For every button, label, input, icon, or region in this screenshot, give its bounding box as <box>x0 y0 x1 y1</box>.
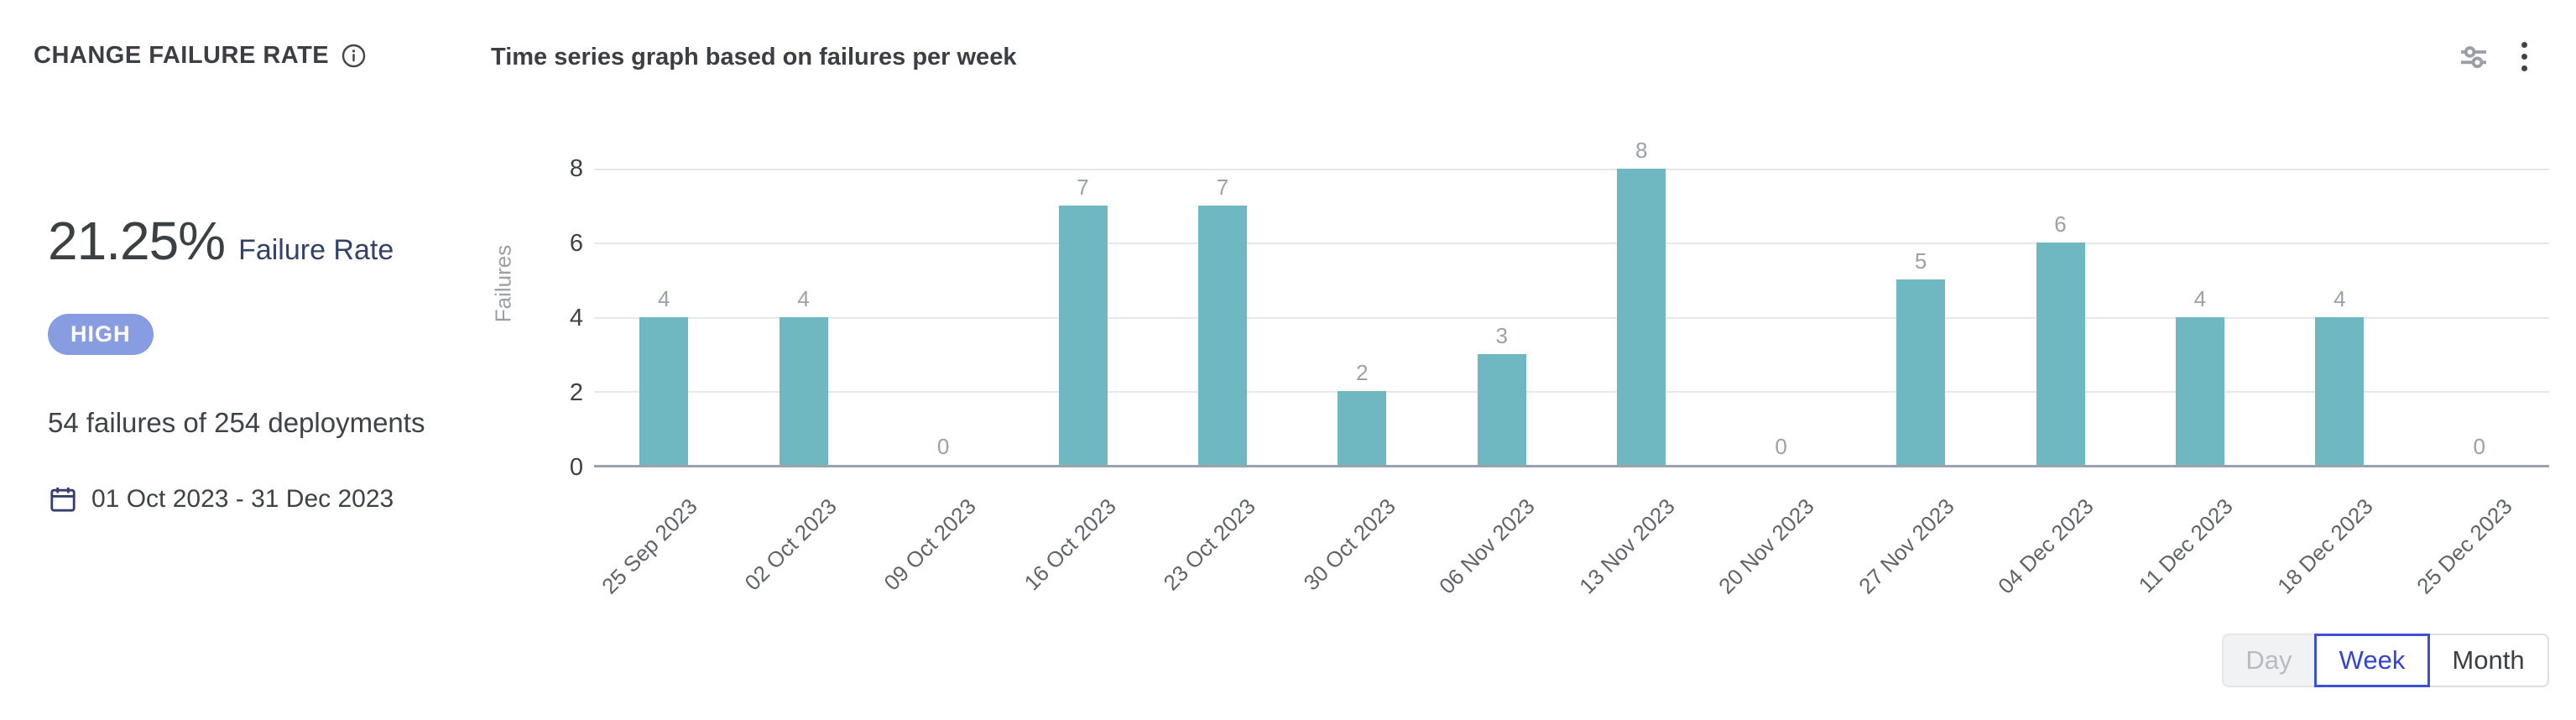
y-axis-tick: 8 <box>569 155 583 182</box>
day-toggle-button[interactable]: Day <box>2222 634 2316 687</box>
y-axis-tick: 2 <box>569 379 583 406</box>
stats-panel: 21.25% Failure Rate HIGH 54 failures of … <box>48 210 455 514</box>
x-axis-label: 23 Oct 2023 <box>1158 493 1261 596</box>
header-actions <box>2458 40 2529 73</box>
bar-value-label: 4 <box>797 285 810 311</box>
kebab-menu-icon[interactable] <box>2520 40 2529 73</box>
date-range-row[interactable]: 01 Oct 2023 - 31 Dec 2023 <box>48 484 455 514</box>
bar-value-label: 4 <box>2193 285 2207 311</box>
bar-value-label: 8 <box>1635 138 1648 163</box>
chart-bar[interactable] <box>2315 316 2365 465</box>
failure-rate-label: Failure Rate <box>238 234 394 266</box>
y-axis-tick: 0 <box>569 454 583 481</box>
gridline <box>594 390 2549 393</box>
chart-settings-sliders-icon[interactable] <box>2458 41 2490 73</box>
granularity-toggle: Day Week Month <box>2222 634 2549 687</box>
chart-bar[interactable] <box>1058 206 1108 465</box>
bar-value-label: 4 <box>657 285 670 311</box>
week-toggle-button[interactable]: Week <box>2314 634 2430 687</box>
bar-value-label: 0 <box>1775 434 1787 459</box>
panel-title: CHANGE FAILURE RATE <box>34 42 330 69</box>
bar-value-label: 5 <box>1914 248 1927 274</box>
chart-bar[interactable] <box>1617 169 1666 465</box>
x-axis-label: 09 Oct 2023 <box>879 493 982 596</box>
bar-value-label: 3 <box>1495 322 1509 348</box>
calendar-icon <box>48 484 78 514</box>
bar-value-label: 6 <box>2054 211 2067 237</box>
x-axis-label: 11 Dec 2023 <box>2134 493 2239 598</box>
x-axis-label: 30 Oct 2023 <box>1298 493 1400 596</box>
chart-bar[interactable] <box>1338 390 1387 465</box>
gridline <box>594 169 2549 170</box>
chart-bar[interactable] <box>639 316 689 465</box>
failures-bar-chart: 4 4 0 7 7 2 3 8 0 5 6 4 4 0 <box>594 139 2549 467</box>
x-axis-label: 06 Nov 2023 <box>1434 493 1541 599</box>
month-toggle-button[interactable]: Month <box>2427 634 2549 687</box>
kebab-dot <box>2521 54 2527 60</box>
bar-value-label: 0 <box>936 434 950 459</box>
bar-value-label: 2 <box>1356 359 1369 385</box>
kebab-dot <box>2521 65 2527 71</box>
y-axis-ticks: 0 2 4 6 8 <box>503 155 583 481</box>
x-axis-label: 25 Sep 2023 <box>596 493 702 599</box>
x-axis-label: 25 Dec 2023 <box>2412 493 2518 599</box>
failure-rate-metric: 21.25% Failure Rate <box>48 210 455 272</box>
bar-value-label: 0 <box>2473 434 2486 459</box>
chart-bar[interactable] <box>1896 279 1946 465</box>
x-axis-label: 20 Nov 2023 <box>1713 493 1819 599</box>
gridline <box>594 243 2549 245</box>
severity-badge: HIGH <box>48 314 154 355</box>
chart-subtitle: Time series graph based on failures per … <box>491 44 1017 70</box>
x-axis-labels: 25 Sep 2023 02 Oct 2023 09 Oct 2023 16 Oct … <box>594 480 2549 623</box>
info-icon[interactable] <box>341 43 367 69</box>
chart-bar[interactable] <box>2036 243 2085 465</box>
x-axis-label: 27 Nov 2023 <box>1853 493 1959 599</box>
chart-bar[interactable] <box>2175 316 2224 465</box>
failure-rate-value: 21.25% <box>48 211 226 271</box>
bar-value-label: 7 <box>1216 175 1229 201</box>
y-axis-tick: 4 <box>569 305 583 331</box>
x-axis-label: 18 Dec 2023 <box>2272 493 2378 599</box>
chart-bar[interactable] <box>1477 353 1526 465</box>
x-axis-label: 02 Oct 2023 <box>739 493 842 596</box>
kebab-dot <box>2521 42 2527 48</box>
gridline <box>594 316 2549 319</box>
x-axis-label: 13 Nov 2023 <box>1573 493 1680 599</box>
bar-value-label: 7 <box>1077 175 1089 201</box>
date-range-text: 01 Oct 2023 - 31 Dec 2023 <box>91 485 394 513</box>
chart-bar[interactable] <box>779 316 828 465</box>
bar-value-label: 4 <box>2334 285 2346 311</box>
y-axis-tick: 6 <box>569 230 583 257</box>
x-axis-label: 04 Dec 2023 <box>1993 493 2099 599</box>
panel-header: CHANGE FAILURE RATE <box>34 42 367 70</box>
chart-bar[interactable] <box>1197 206 1247 465</box>
x-axis-label: 16 Oct 2023 <box>1019 493 1121 596</box>
failures-summary: 54 failures of 254 deployments <box>48 407 425 438</box>
